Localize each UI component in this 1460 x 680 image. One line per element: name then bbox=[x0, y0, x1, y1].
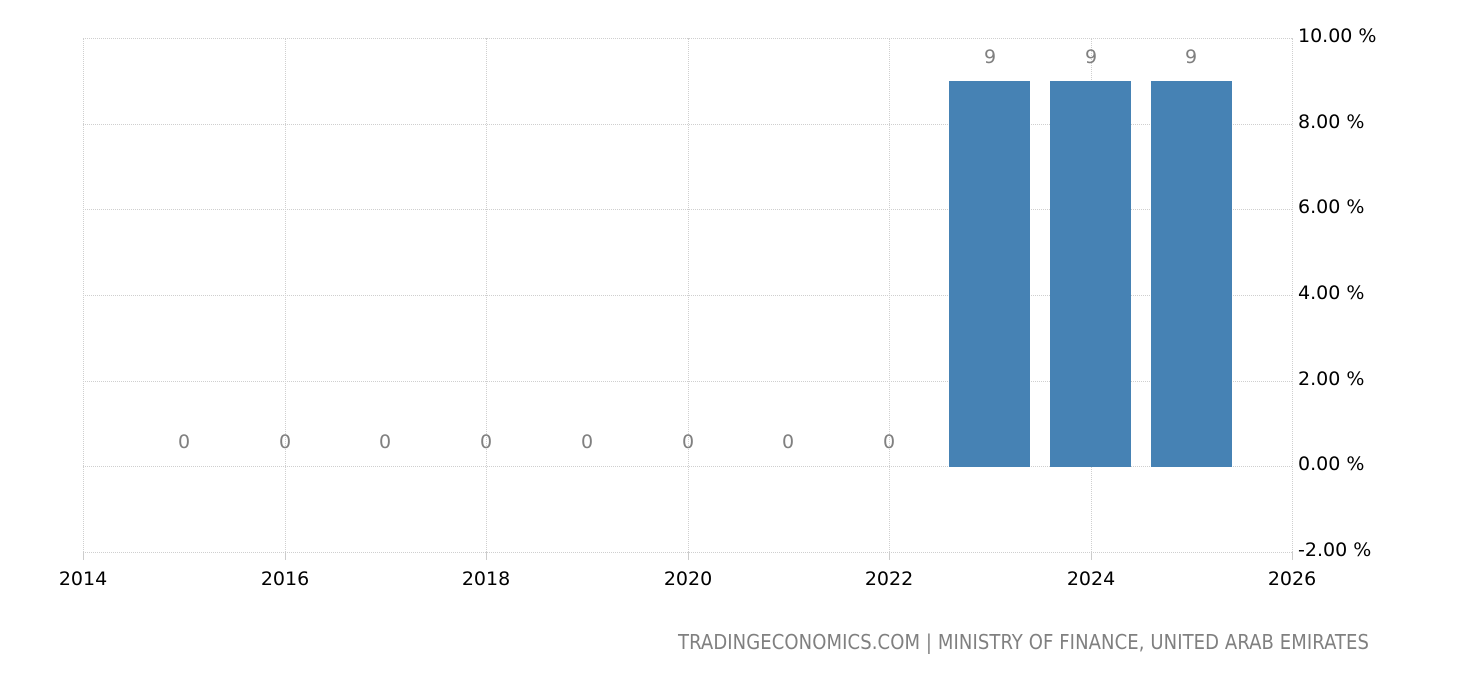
x-tick-label: 2026 bbox=[1267, 568, 1317, 590]
x-tick-label: 2014 bbox=[58, 568, 108, 590]
x-tick-label: 2020 bbox=[663, 568, 713, 590]
x-tick-label: 2018 bbox=[461, 568, 511, 590]
data-label-2015: 0 bbox=[177, 431, 191, 453]
x-tick-label: 2024 bbox=[1066, 568, 1116, 590]
gridline-horizontal bbox=[83, 209, 1292, 210]
gridline-vertical bbox=[688, 38, 689, 552]
gridline-horizontal bbox=[83, 466, 1292, 467]
source-attribution: TRADINGECONOMICS.COM | MINISTRY OF FINAN… bbox=[678, 630, 1369, 654]
x-tick-mark bbox=[285, 552, 286, 560]
gridline-horizontal bbox=[83, 124, 1292, 125]
y-tick-label: -2.00 % bbox=[1298, 539, 1372, 561]
y-tick-label: 8.00 % bbox=[1298, 111, 1365, 133]
y-tick-label: 10.00 % bbox=[1298, 25, 1377, 47]
data-label-2020: 0 bbox=[681, 431, 695, 453]
data-label-2025: 9 bbox=[1184, 46, 1198, 68]
x-tick-mark bbox=[83, 552, 84, 560]
x-tick-mark bbox=[486, 552, 487, 560]
gridline-vertical bbox=[83, 38, 84, 552]
gridline-horizontal bbox=[83, 38, 1292, 39]
y-tick-label: 0.00 % bbox=[1298, 453, 1365, 475]
y-tick-label: 2.00 % bbox=[1298, 368, 1365, 390]
data-label-2024: 9 bbox=[1084, 46, 1098, 68]
y-tick-label: 6.00 % bbox=[1298, 196, 1365, 218]
data-label-2018: 0 bbox=[479, 431, 493, 453]
data-label-2023: 9 bbox=[983, 46, 997, 68]
data-label-2022: 0 bbox=[882, 431, 896, 453]
data-label-2016: 0 bbox=[278, 431, 292, 453]
gridline-vertical bbox=[486, 38, 487, 552]
gridline-horizontal bbox=[83, 552, 1292, 553]
gridline-vertical bbox=[889, 38, 890, 552]
x-tick-label: 2016 bbox=[260, 568, 310, 590]
gridline-vertical bbox=[285, 38, 286, 552]
x-tick-mark bbox=[688, 552, 689, 560]
data-label-2019: 0 bbox=[580, 431, 594, 453]
bar-2025 bbox=[1151, 81, 1232, 467]
x-tick-mark bbox=[1292, 552, 1293, 560]
gridline-vertical bbox=[1292, 38, 1293, 552]
x-tick-mark bbox=[1091, 552, 1092, 560]
x-tick-label: 2022 bbox=[864, 568, 914, 590]
data-label-2017: 0 bbox=[378, 431, 392, 453]
data-label-2021: 0 bbox=[781, 431, 795, 453]
gridline-horizontal bbox=[83, 381, 1292, 382]
bar-2024 bbox=[1050, 81, 1131, 467]
bar-2023 bbox=[949, 81, 1030, 467]
gridline-horizontal bbox=[83, 295, 1292, 296]
y-tick-label: 4.00 % bbox=[1298, 282, 1365, 304]
x-tick-mark bbox=[889, 552, 890, 560]
